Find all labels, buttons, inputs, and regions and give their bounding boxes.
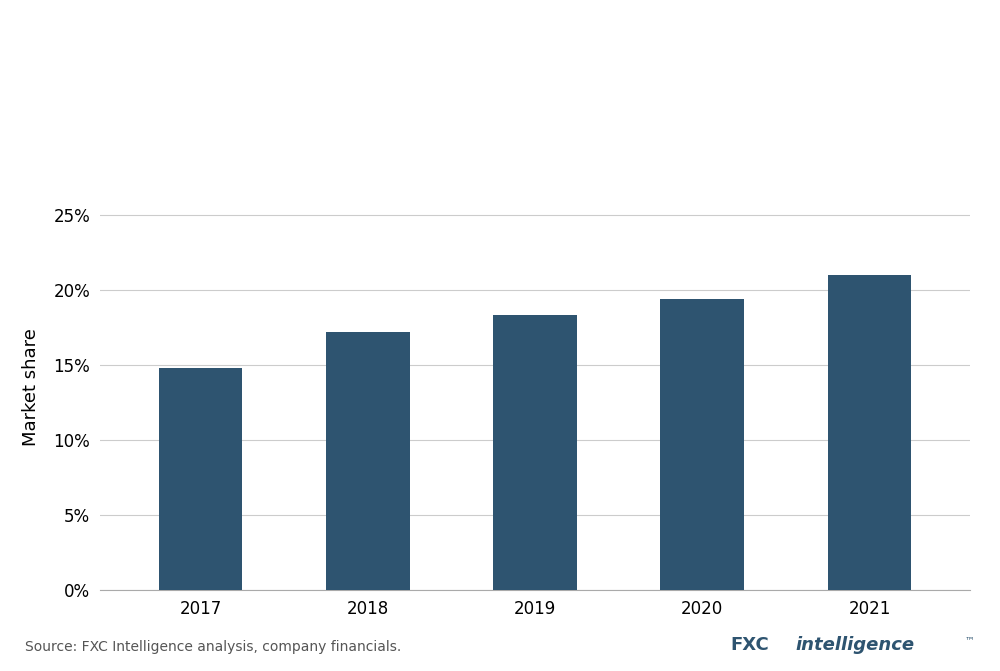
Bar xyxy=(828,274,911,590)
Bar xyxy=(660,299,744,590)
Y-axis label: Market share: Market share xyxy=(22,329,40,446)
Bar xyxy=(159,368,242,590)
Text: FXC: FXC xyxy=(730,636,769,654)
Text: ™: ™ xyxy=(965,635,975,646)
Bar xyxy=(326,332,410,590)
Text: Mexico, Guatemala, Honduras and El Salvador: Mexico, Guatemala, Honduras and El Salva… xyxy=(25,87,784,115)
Text: Source: FXC Intelligence analysis, company financials.: Source: FXC Intelligence analysis, compa… xyxy=(25,640,401,654)
Text: Intermex market share in core markets:: Intermex market share in core markets: xyxy=(25,40,680,68)
Text: intelligence: intelligence xyxy=(795,636,914,654)
Bar xyxy=(493,315,577,590)
